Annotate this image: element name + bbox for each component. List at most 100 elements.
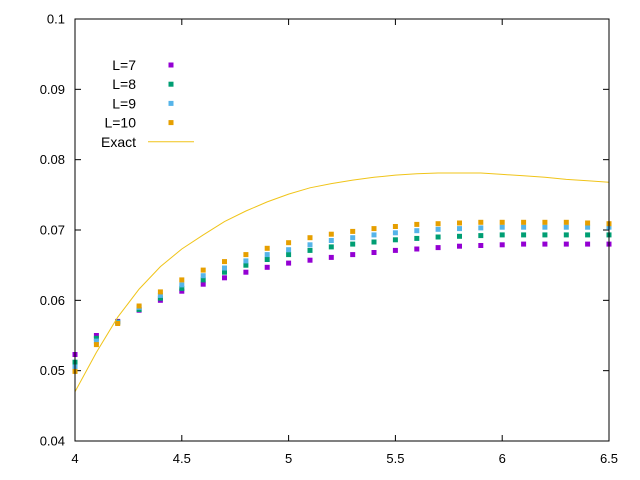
y-tick-label: 0.09 <box>40 82 65 97</box>
data-point <box>521 224 527 230</box>
exact-curve-line <box>74 172 610 393</box>
y-tick-label: 0.1 <box>47 12 65 27</box>
data-point <box>328 254 334 260</box>
data-point <box>200 281 206 287</box>
data-point <box>286 252 292 258</box>
legend-point-swatch <box>168 81 174 87</box>
y-tick-label: 0.07 <box>40 223 65 238</box>
data-point <box>499 232 505 238</box>
data-point <box>286 240 292 246</box>
data-point <box>93 333 99 338</box>
data-point <box>499 219 505 225</box>
data-point <box>478 219 484 225</box>
data-point <box>414 235 420 241</box>
legend-label: L=7 <box>112 57 136 73</box>
data-point <box>179 288 185 294</box>
data-point <box>243 269 249 275</box>
data-point <box>200 267 206 273</box>
data-point <box>371 226 377 232</box>
data-point <box>286 260 292 266</box>
x-tick-label: 6.5 <box>600 451 618 466</box>
data-point <box>585 232 591 238</box>
data-point <box>478 225 484 231</box>
data-point <box>264 245 270 251</box>
data-point <box>93 338 99 344</box>
data-point <box>435 221 441 227</box>
data-point <box>478 233 484 239</box>
data-point <box>499 242 505 248</box>
data-point <box>414 228 420 234</box>
x-tick-label: 4.5 <box>173 451 191 466</box>
x-tick-label: 6 <box>499 451 506 466</box>
data-point <box>243 252 249 258</box>
data-point <box>392 230 398 236</box>
data-point <box>179 277 185 283</box>
data-point <box>200 273 206 279</box>
data-point <box>350 235 356 241</box>
data-point <box>542 224 548 230</box>
data-point <box>264 252 270 258</box>
data-point <box>350 228 356 234</box>
data-point <box>222 265 227 271</box>
data-point <box>307 235 313 241</box>
data-point <box>521 241 527 247</box>
plot-series <box>72 172 612 393</box>
data-point <box>222 275 227 281</box>
data-point <box>222 269 227 275</box>
legend-label: L=9 <box>112 95 136 111</box>
x-tick-label: 5.5 <box>386 451 404 466</box>
data-point <box>585 241 591 247</box>
data-point <box>136 303 142 309</box>
series-exact <box>74 172 610 393</box>
data-point <box>392 247 398 253</box>
data-point <box>328 238 334 243</box>
data-point <box>563 219 569 225</box>
x-tick-label: 5 <box>285 451 292 466</box>
data-point <box>264 257 270 262</box>
data-point <box>179 285 185 291</box>
data-point <box>93 335 99 341</box>
data-point <box>499 224 505 230</box>
data-point <box>563 241 569 247</box>
data-point <box>435 226 441 232</box>
y-tick-label: 0.06 <box>40 293 65 308</box>
data-point <box>307 247 313 253</box>
data-point <box>243 262 249 268</box>
data-point <box>521 232 527 238</box>
data-point <box>457 226 462 232</box>
legend-point-swatch <box>168 62 174 68</box>
legend-label: Exact <box>101 134 136 150</box>
data-point <box>457 220 462 226</box>
data-point <box>328 244 334 250</box>
legend: L=7 L=8 L=9 L=10 Exact <box>101 57 194 150</box>
data-point <box>371 232 377 238</box>
axis-ticks: 4 4.5 5 5.5 6 6.5 0.04 0.05 0.06 0.07 0.08 0.09 0.1 <box>40 12 618 467</box>
data-point <box>307 242 313 248</box>
data-point <box>371 250 377 255</box>
data-point <box>307 257 313 263</box>
y-tick-label: 0.08 <box>40 152 65 167</box>
data-point <box>435 234 441 240</box>
legend-point-swatch <box>168 120 174 126</box>
data-point <box>585 220 591 226</box>
data-point <box>157 289 163 295</box>
data-point <box>542 232 548 238</box>
plot-frame <box>74 18 610 442</box>
data-point <box>414 221 420 227</box>
data-point <box>93 342 99 348</box>
legend-point-swatch <box>168 100 174 106</box>
data-point <box>222 259 227 265</box>
data-point <box>350 241 356 247</box>
series-l-10 <box>72 219 612 374</box>
data-point <box>350 252 356 258</box>
data-point <box>264 264 270 270</box>
data-point <box>563 232 569 238</box>
data-point <box>414 246 420 252</box>
y-tick-label: 0.05 <box>40 363 65 378</box>
data-point <box>392 237 398 243</box>
y-tick-label: 0.04 <box>40 434 65 449</box>
legend-label: L=10 <box>104 115 136 131</box>
data-point <box>157 295 163 301</box>
